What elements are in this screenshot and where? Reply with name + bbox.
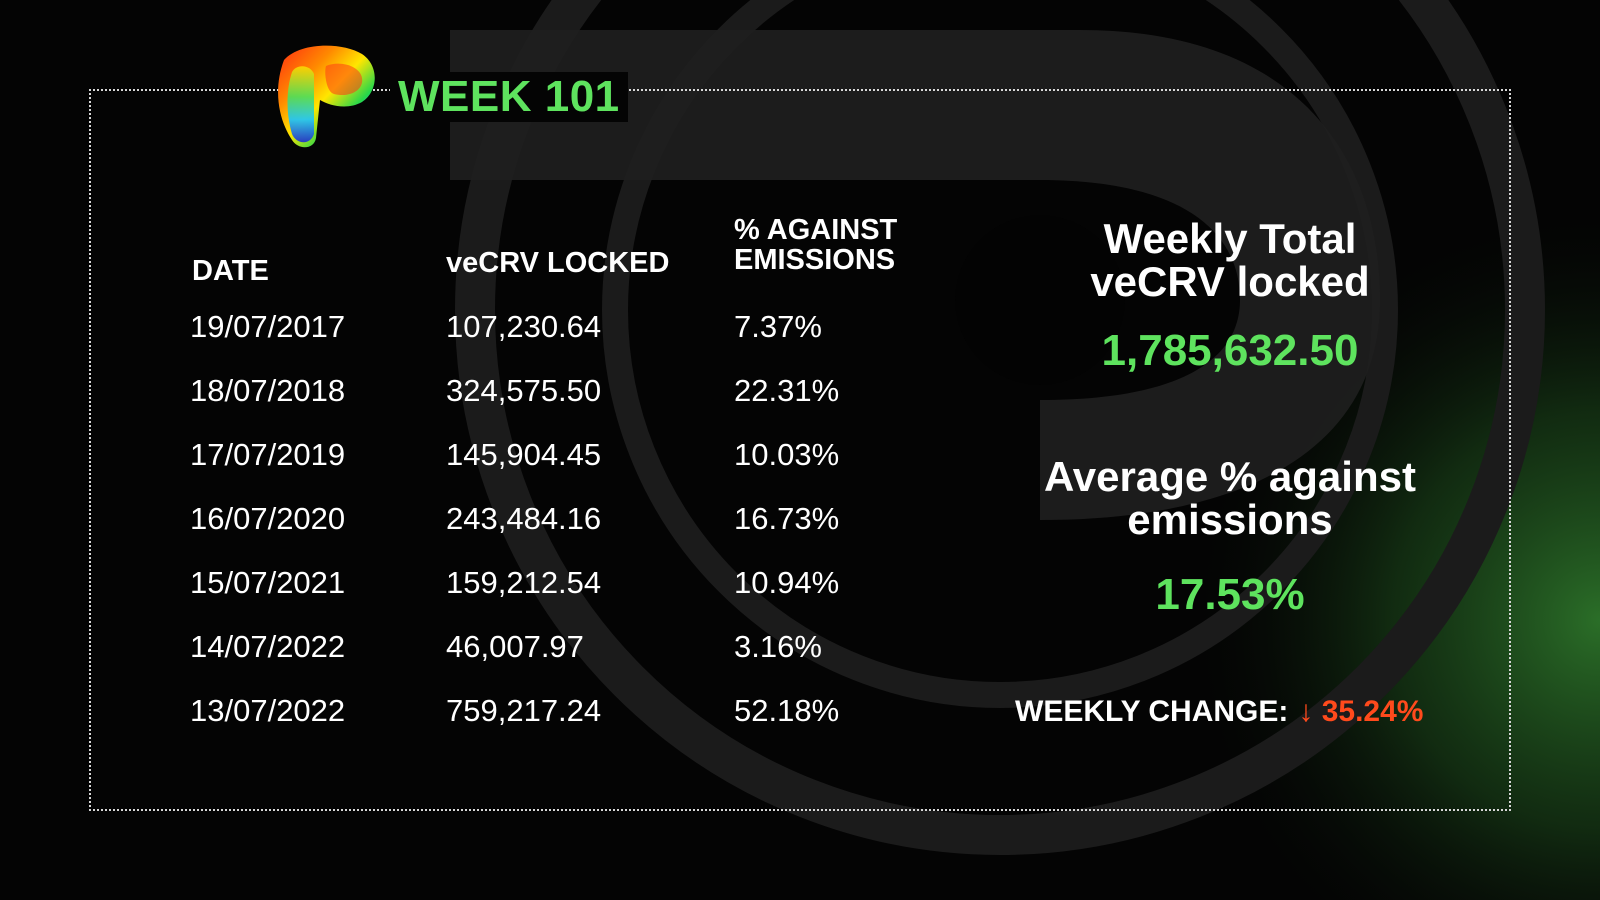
cell-locked: 145,904.45	[446, 437, 602, 472]
cell-date: 15/07/2021	[190, 565, 346, 600]
average-heading-line1: Average % against	[1044, 453, 1416, 500]
cell-locked: 243,484.16	[446, 501, 602, 536]
average-heading-line2: emissions	[1127, 496, 1333, 543]
cell-locked: 107,230.64	[446, 309, 602, 344]
cell-pct: 3.16%	[734, 629, 822, 664]
weekly-total-heading-line1: Weekly Total	[1103, 215, 1357, 262]
cell-pct: 22.31%	[734, 373, 840, 408]
cell-locked: 159,212.54	[446, 565, 602, 600]
week-title: WEEK 101	[390, 72, 628, 122]
weekly-total-heading: Weekly Total veCRV locked	[990, 217, 1470, 303]
average-value: 17.53%	[1155, 570, 1305, 619]
header-pct-against-emissions: % AGAINST EMISSIONS	[734, 215, 897, 275]
header-date: DATE	[192, 255, 269, 287]
weekly-change-value: ↓ 35.24%	[1298, 695, 1423, 728]
cell-pct: 10.03%	[734, 437, 840, 472]
cell-date: 13/07/2022	[190, 693, 346, 728]
cell-pct: 16.73%	[734, 501, 840, 536]
cell-pct: 7.37%	[734, 309, 822, 344]
weekly-change-label: WEEKLY CHANGE:	[1015, 695, 1289, 728]
cell-date: 18/07/2018	[190, 373, 346, 408]
cell-locked: 46,007.97	[446, 629, 584, 664]
weekly-change-number: 35.24%	[1321, 695, 1424, 728]
header-pct-line2: EMISSIONS	[734, 244, 896, 276]
cell-date: 17/07/2019	[190, 437, 346, 472]
average-heading: Average % against emissions	[990, 455, 1470, 541]
cell-date: 16/07/2020	[190, 501, 346, 536]
cell-pct: 10.94%	[734, 565, 840, 600]
weekly-total-value: 1,785,632.50	[1101, 326, 1359, 375]
cell-date: 14/07/2022	[190, 629, 346, 664]
header-pct-line1: % AGAINST	[734, 214, 898, 246]
curve-logo-icon	[278, 45, 375, 148]
cell-date: 19/07/2017	[190, 309, 346, 344]
cell-pct: 52.18%	[734, 693, 840, 728]
table-frame	[89, 89, 1511, 811]
weekly-total-heading-line2: veCRV locked	[1090, 258, 1370, 305]
header-vecrv-locked: veCRV LOCKED	[446, 247, 670, 279]
cell-locked: 324,575.50	[446, 373, 602, 408]
weekly-change: WEEKLY CHANGE: ↓ 35.24%	[1015, 695, 1423, 729]
down-arrow-icon: ↓	[1298, 695, 1314, 728]
cell-locked: 759,217.24	[446, 693, 602, 728]
